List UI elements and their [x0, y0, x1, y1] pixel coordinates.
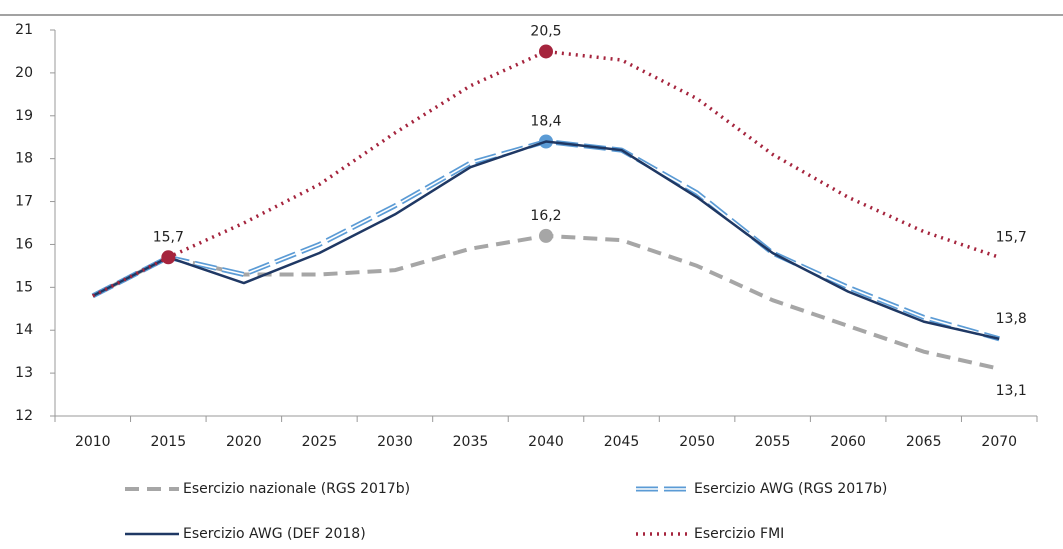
x-tick-label: 2040	[528, 434, 564, 450]
x-tick-label: 2065	[906, 434, 942, 450]
legend-label: Esercizio AWG (RGS 2017b)	[694, 481, 887, 497]
y-tick-label: 14	[15, 322, 33, 338]
y-tick-label: 17	[15, 194, 33, 210]
data-label: 18,4	[530, 114, 561, 130]
data-label: 13,8	[996, 311, 1027, 327]
series-line	[91, 49, 1000, 298]
data-label: 16,2	[530, 208, 561, 224]
y-tick-label: 19	[15, 108, 33, 124]
x-tick-label: 2070	[981, 434, 1017, 450]
y-tick-label: 20	[15, 65, 33, 81]
x-tick-label: 2025	[302, 434, 338, 450]
point-marker	[539, 44, 553, 59]
legend-label: Esercizio FMI	[694, 526, 784, 542]
x-tick-label: 2030	[377, 434, 413, 450]
x-tick-label: 2045	[604, 434, 640, 450]
x-tick-label: 2060	[830, 434, 866, 450]
data-label: 15,7	[153, 229, 184, 245]
y-tick-label: 12	[15, 408, 33, 424]
y-tick-label: 13	[15, 365, 33, 381]
series-line	[91, 233, 1000, 371]
data-label: 15,7	[996, 229, 1027, 245]
y-tick-label: 21	[15, 22, 33, 38]
legend-label: Esercizio nazionale (RGS 2017b)	[183, 481, 410, 497]
x-tick-label: 2010	[75, 434, 111, 450]
x-tick-label: 2020	[226, 434, 262, 450]
point-marker	[161, 250, 176, 265]
legend-label: Esercizio AWG (DEF 2018)	[183, 526, 366, 542]
y-tick-label: 18	[15, 151, 33, 167]
x-tick-label: 2015	[150, 434, 186, 450]
y-tick-label: 16	[15, 236, 33, 252]
point-marker	[539, 228, 553, 243]
x-tick-label: 2055	[755, 434, 791, 450]
x-tick-label: 2050	[679, 434, 715, 450]
x-tick-label: 2035	[453, 434, 489, 450]
data-label: 13,1	[996, 383, 1027, 399]
data-label: 20,5	[530, 23, 561, 39]
series-line	[92, 140, 1000, 341]
y-tick-label: 15	[15, 279, 33, 295]
